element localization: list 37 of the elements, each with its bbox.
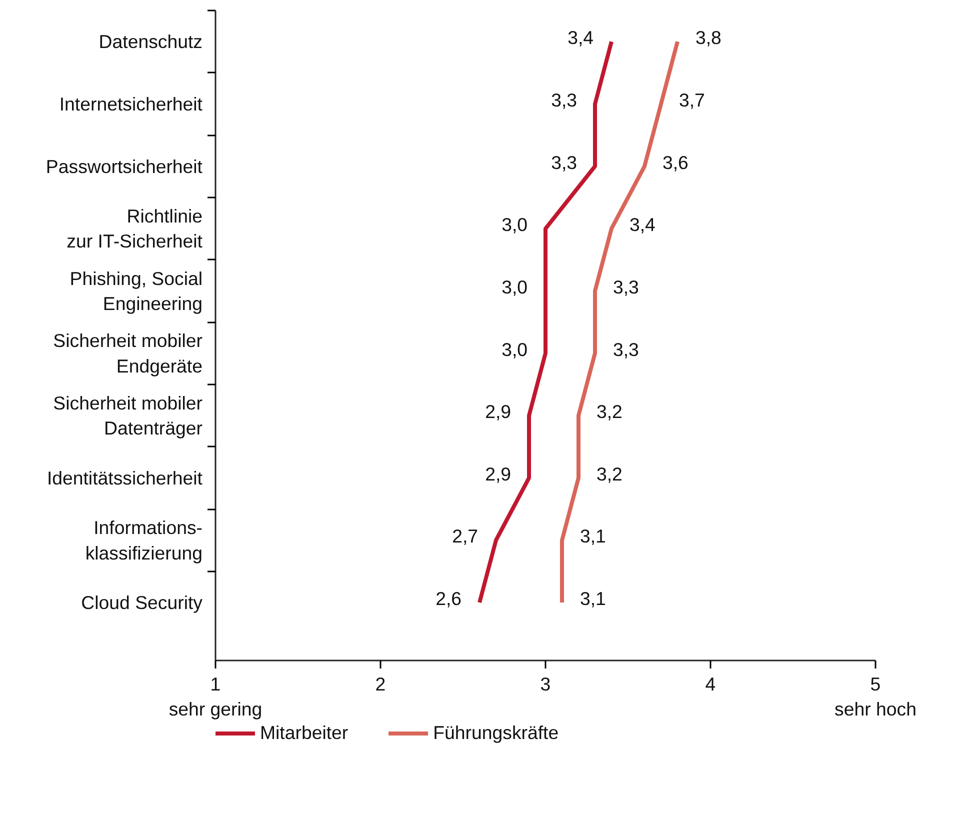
data-label: 2,9 xyxy=(485,401,512,422)
data-label: 2,7 xyxy=(452,526,478,547)
data-label: 2,6 xyxy=(436,588,462,610)
data-label: 3,0 xyxy=(502,214,528,236)
y-tick-label: Cloud Security xyxy=(81,592,204,614)
y-tick-label: Phishing, Social Engineering xyxy=(70,268,203,314)
data-label: 3,0 xyxy=(502,276,528,298)
data-label: 2,9 xyxy=(485,463,512,484)
data-label: 3,3 xyxy=(613,338,639,360)
y-tick-label: Sicherheit mobiler Endgeräte xyxy=(53,330,203,376)
data-label: 3,3 xyxy=(613,276,639,298)
legend-label: Führungskräfte xyxy=(433,722,559,744)
x-tick-label: 4 xyxy=(705,674,716,694)
data-label: 3,2 xyxy=(596,401,622,422)
x-tick-label: 5 sehr hoch xyxy=(834,674,916,720)
data-label: 3,4 xyxy=(568,27,594,48)
x-tick-label: 1 sehr gering xyxy=(168,674,262,720)
x-tick-label: 3 xyxy=(540,674,551,694)
y-tick-label: Identitätssicherheit xyxy=(46,467,204,488)
y-tick-label: Passwortsicherheit xyxy=(46,156,204,177)
data-label: 3,3 xyxy=(551,152,578,173)
y-tick-label: Informations- klassifizierung xyxy=(85,517,203,564)
y-tick-label: Internetsicherheit xyxy=(59,93,204,114)
data-label: 3,0 xyxy=(502,338,528,360)
data-label: 3,1 xyxy=(580,526,606,547)
data-label: 3,8 xyxy=(696,27,722,48)
y-tick-label: Datenschutz xyxy=(98,31,202,52)
x-tick-label: 2 xyxy=(375,674,386,694)
data-label: 3,2 xyxy=(596,463,622,484)
data-label: 3,1 xyxy=(580,588,606,610)
y-tick-label: Sicherheit mobiler Datenträger xyxy=(53,392,203,439)
data-label: 3,7 xyxy=(679,89,705,110)
y-tick-label: Richtlinie zur IT-Sicherheit xyxy=(66,206,204,252)
data-label: 3,3 xyxy=(551,89,578,110)
data-label: 3,4 xyxy=(630,214,656,236)
legend-label: Mitarbeiter xyxy=(260,722,348,744)
data-label: 3,6 xyxy=(662,152,688,173)
